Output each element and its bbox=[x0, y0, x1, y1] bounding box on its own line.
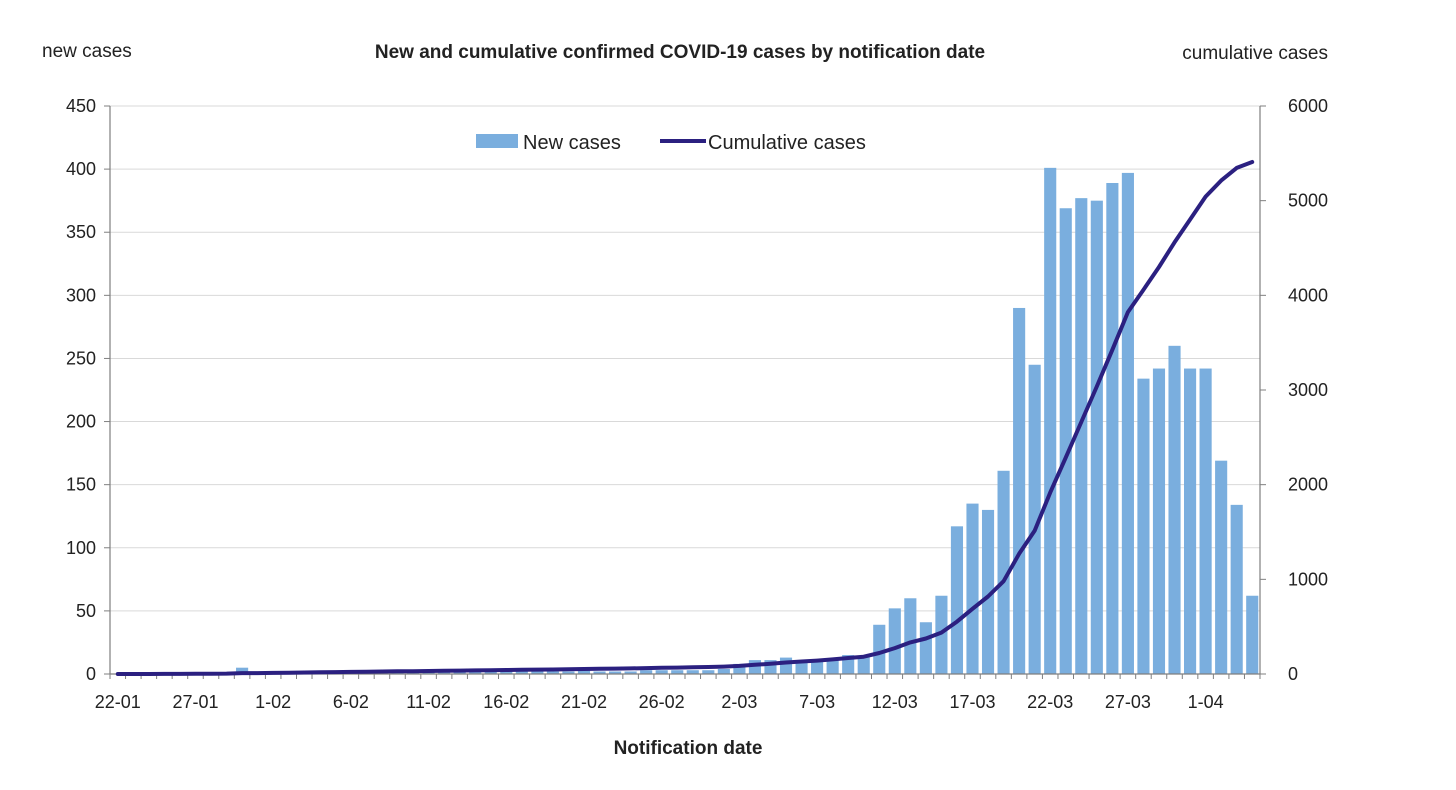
bar-18-03 bbox=[981, 509, 995, 674]
x-tick-label: 11-02 bbox=[406, 692, 451, 712]
x-tick-label: 22-03 bbox=[1027, 692, 1073, 712]
bar-23-03 bbox=[1059, 208, 1072, 675]
bar-30-01 bbox=[236, 667, 249, 674]
bar-2-04 bbox=[1215, 460, 1228, 674]
bar-17-02 bbox=[515, 671, 528, 674]
bar-16-02 bbox=[500, 671, 513, 674]
x-tick-label: 6-02 bbox=[333, 692, 369, 712]
bar-27-02 bbox=[671, 670, 684, 674]
x-tick-label: 21-02 bbox=[561, 692, 607, 712]
left-tick-label: 450 bbox=[66, 96, 96, 116]
bar-18-02 bbox=[531, 671, 544, 674]
bar-15-03 bbox=[935, 595, 948, 674]
legend: New cases Cumulative cases bbox=[476, 132, 866, 154]
bar-20-02 bbox=[562, 671, 575, 674]
bar-16-03 bbox=[950, 526, 964, 674]
tick-labels: 0 50 100 150 200 250 300 350 400 450 0 1000 2000 3000… bbox=[66, 96, 1328, 712]
right-tick-label: 3000 bbox=[1288, 380, 1328, 400]
legend-label-new-cases: New cases bbox=[523, 132, 621, 154]
bar-15-02 bbox=[484, 671, 497, 674]
bar-17-03 bbox=[966, 503, 979, 674]
left-tick-label: 100 bbox=[66, 538, 96, 558]
bar-29-03 bbox=[1152, 368, 1166, 674]
left-tick-label: 150 bbox=[66, 475, 96, 495]
x-tick-label: 12-03 bbox=[872, 692, 918, 712]
bar-22-02 bbox=[593, 671, 606, 674]
bar-27-03 bbox=[1121, 172, 1134, 675]
left-tick-label: 300 bbox=[66, 285, 96, 305]
right-tick-label: 4000 bbox=[1288, 285, 1328, 305]
bar-13-02 bbox=[453, 671, 466, 674]
bar-22-03 bbox=[1044, 167, 1057, 675]
x-tick-label: 27-01 bbox=[172, 692, 218, 712]
left-tick-label: 0 bbox=[86, 664, 96, 684]
axes bbox=[104, 105, 1266, 679]
x-tick-label: 17-03 bbox=[949, 692, 995, 712]
left-tick-label: 250 bbox=[66, 348, 96, 368]
left-tick-label: 400 bbox=[66, 159, 96, 179]
cumulative-cases-line bbox=[115, 160, 1255, 676]
bar-5-03 bbox=[779, 657, 793, 674]
cumulative-line-path bbox=[115, 160, 1255, 676]
bar-20-03 bbox=[1013, 307, 1026, 674]
right-tick-label: 6000 bbox=[1288, 96, 1328, 116]
bar-7-03 bbox=[811, 661, 824, 674]
bar-10-03 bbox=[857, 656, 870, 674]
bar-3-04 bbox=[1230, 504, 1243, 674]
left-tick-label: 350 bbox=[66, 222, 96, 242]
x-tick-label: 1-04 bbox=[1188, 692, 1224, 712]
right-tick-label: 0 bbox=[1288, 664, 1298, 684]
bar-21-02 bbox=[577, 670, 591, 674]
bar-11-03 bbox=[873, 624, 886, 674]
bar-2-03 bbox=[733, 663, 746, 674]
bar-12-03 bbox=[888, 608, 901, 674]
bar-25-03 bbox=[1090, 200, 1103, 674]
x-tick-label: 26-02 bbox=[639, 692, 685, 712]
legend-swatch-new-cases bbox=[476, 134, 518, 148]
legend-label-cumulative-cases: Cumulative cases bbox=[708, 132, 866, 154]
x-tick-label: 22-01 bbox=[95, 692, 141, 712]
x-axis-title: Notification date bbox=[614, 738, 763, 759]
bar-19-03 bbox=[997, 470, 1010, 674]
x-tick-label: 2-03 bbox=[721, 692, 757, 712]
bar-14-03 bbox=[919, 622, 932, 674]
bar-19-02 bbox=[546, 671, 559, 674]
x-tick-label: 16-02 bbox=[483, 692, 529, 712]
bar-26-02 bbox=[655, 670, 668, 674]
new-cases-bars bbox=[158, 167, 1259, 675]
left-tick-label: 200 bbox=[66, 412, 96, 432]
left-axis-label: new cases bbox=[42, 41, 132, 62]
bar-24-03 bbox=[1075, 198, 1088, 675]
bar-14-02 bbox=[469, 671, 482, 674]
bar-23-02 bbox=[609, 671, 622, 674]
bar-24-02 bbox=[624, 671, 637, 674]
bar-25-02 bbox=[640, 670, 653, 674]
x-tick-label: 7-03 bbox=[799, 692, 835, 712]
x-tick-label: 1-02 bbox=[255, 692, 291, 712]
right-tick-label: 2000 bbox=[1288, 475, 1328, 495]
bar-8-03 bbox=[826, 658, 839, 674]
x-tick-label: 27-03 bbox=[1105, 692, 1151, 712]
bar-26-03 bbox=[1106, 182, 1119, 675]
bar-28-02 bbox=[686, 670, 699, 674]
chart-title: New and cumulative confirmed COVID-19 ca… bbox=[375, 42, 985, 63]
bar-4-04 bbox=[1246, 595, 1259, 674]
bar-28-03 bbox=[1137, 378, 1150, 674]
bar-1-03 bbox=[717, 668, 730, 674]
left-tick-label: 50 bbox=[76, 601, 96, 621]
gridlines bbox=[110, 105, 1260, 612]
bar-1-04 bbox=[1199, 368, 1212, 674]
bar-29-02 bbox=[702, 670, 715, 674]
bar-30-03 bbox=[1168, 345, 1181, 674]
bar-21-03 bbox=[1028, 364, 1041, 674]
bar-31-03 bbox=[1184, 368, 1197, 674]
bar-13-03 bbox=[904, 598, 917, 674]
right-tick-label: 5000 bbox=[1288, 191, 1328, 211]
right-tick-label: 1000 bbox=[1288, 569, 1328, 589]
right-axis-label: cumulative cases bbox=[1182, 43, 1328, 64]
